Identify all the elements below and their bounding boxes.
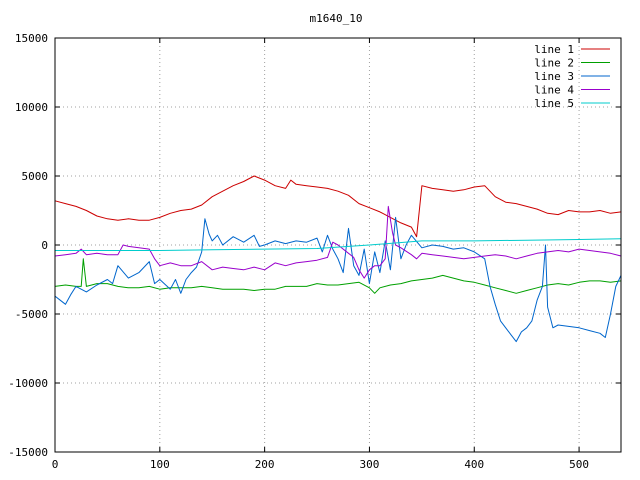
legend-label-5: line 5	[534, 97, 574, 110]
grid	[55, 38, 621, 452]
legend-label-2: line 2	[534, 57, 574, 70]
legend-label-1: line 1	[534, 43, 574, 56]
x-tick-label: 400	[464, 458, 484, 471]
series-line-2	[54, 258, 622, 294]
series-line-3	[54, 216, 622, 343]
y-tick-label: 15000	[15, 32, 48, 45]
legend-label-3: line 3	[534, 70, 574, 83]
y-tick-label: -15000	[8, 446, 48, 459]
series-line-4	[54, 205, 622, 279]
series-line-5	[55, 238, 622, 251]
chart-title: m1640_10	[310, 12, 363, 25]
y-tick-label: -10000	[8, 377, 48, 390]
legend-label-4: line 4	[534, 84, 574, 97]
x-tick-label: 100	[150, 458, 170, 471]
y-tick-label: 0	[41, 239, 48, 252]
x-tick-label: 200	[255, 458, 275, 471]
y-tick-label: 10000	[15, 101, 48, 114]
y-tick-label: -5000	[15, 308, 48, 321]
x-tick-label: 500	[569, 458, 589, 471]
y-tick-label: 5000	[22, 170, 49, 183]
axis-ticks: 0 100 200 300 400 500 -15000 -10000 -5000 0 5000 10…	[8, 32, 621, 471]
x-tick-label: 0	[52, 458, 59, 471]
x-tick-label: 300	[360, 458, 380, 471]
series-lines	[54, 175, 622, 343]
series-line-1	[54, 175, 622, 238]
